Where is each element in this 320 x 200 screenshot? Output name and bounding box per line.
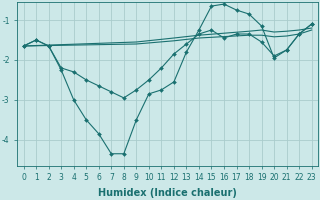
X-axis label: Humidex (Indice chaleur): Humidex (Indice chaleur) xyxy=(98,188,237,198)
